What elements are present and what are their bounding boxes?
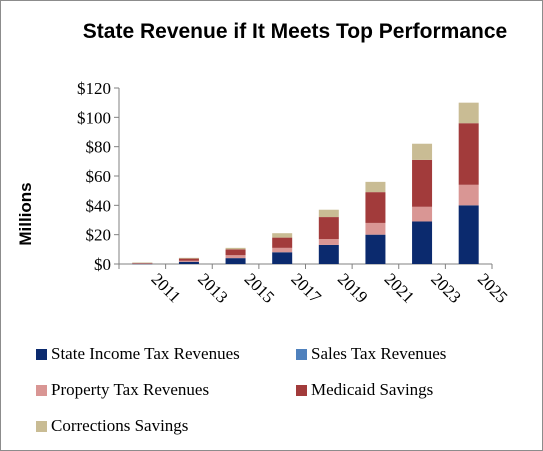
- bar-segment-property-tax-revenues: [458, 184, 479, 206]
- bar-segment-corrections-savings: [272, 233, 293, 238]
- bar-segment-medicaid-savings: [178, 258, 199, 261]
- y-tick-label: $100: [77, 108, 111, 127]
- y-tick-label: $0: [94, 255, 111, 274]
- legend-swatch: [296, 384, 307, 396]
- bar-segment-state-income-tax-revenues: [272, 252, 293, 264]
- chart-title: State Revenue if It Meets Top Performanc…: [82, 20, 508, 43]
- bar-segment-corrections-savings: [318, 209, 339, 218]
- x-tick-label: 2023: [427, 269, 464, 306]
- bar-segment-state-income-tax-revenues: [365, 234, 386, 264]
- legend-item: State Income Tax Revenues: [36, 344, 240, 364]
- bar-segment-medicaid-savings: [365, 192, 386, 223]
- x-tick-label: 2019: [334, 269, 371, 306]
- bar-segment-medicaid-savings: [412, 159, 433, 207]
- x-tick-label: 2013: [194, 269, 231, 306]
- x-tick-label: 2017: [287, 269, 325, 307]
- x-tick-label: 2025: [474, 269, 511, 306]
- bar-segment-corrections-savings: [412, 143, 433, 160]
- legend-item: Corrections Savings: [36, 416, 188, 436]
- bar-segment-corrections-savings: [458, 102, 479, 124]
- bar-segment-state-income-tax-revenues: [225, 258, 246, 264]
- y-tick-label: $20: [86, 226, 112, 245]
- bar-segment-property-tax-revenues: [365, 222, 386, 235]
- bar-segment-property-tax-revenues: [178, 260, 199, 262]
- legend-swatch: [36, 348, 47, 360]
- bar-segment-corrections-savings: [178, 257, 199, 259]
- bar-segment-corrections-savings: [365, 181, 386, 193]
- bar-segment-medicaid-savings: [272, 237, 293, 248]
- bar-segment-state-income-tax-revenues: [318, 244, 339, 264]
- bar-segment-property-tax-revenues: [412, 206, 433, 222]
- bar-segment-property-tax-revenues: [272, 247, 293, 253]
- y-tick-label: $80: [86, 138, 112, 157]
- legend-swatch: [36, 420, 47, 432]
- legend-item: Sales Tax Revenues: [296, 344, 446, 364]
- legend-label: State Income Tax Revenues: [51, 344, 240, 363]
- legend-item: Property Tax Revenues: [36, 380, 209, 400]
- y-tick-label: $120: [77, 79, 111, 98]
- x-tick-label: 2021: [381, 269, 418, 306]
- bar-segment-medicaid-savings: [318, 217, 339, 240]
- bar-segment-medicaid-savings: [225, 249, 246, 256]
- bar-segment-corrections-savings: [132, 262, 153, 264]
- y-axis-title: Millions: [16, 182, 35, 245]
- legend-label: Sales Tax Revenues: [311, 344, 447, 363]
- y-tick-label: $60: [86, 167, 112, 186]
- legend-item: Medicaid Savings: [296, 380, 433, 400]
- legend-label: Property Tax Revenues: [51, 380, 210, 399]
- bar-segment-state-income-tax-revenues: [178, 261, 199, 264]
- x-tick-label: 2011: [147, 269, 184, 306]
- bar-segment-property-tax-revenues: [225, 255, 246, 259]
- bar-segment-state-income-tax-revenues: [458, 205, 479, 264]
- bar-segment-corrections-savings: [225, 247, 246, 250]
- bar-segment-medicaid-savings: [458, 123, 479, 185]
- legend-label: Medicaid Savings: [311, 380, 434, 399]
- x-tick-label: 2015: [241, 269, 278, 306]
- legend-swatch: [36, 384, 47, 396]
- legend-swatch: [296, 348, 307, 360]
- bar-segment-property-tax-revenues: [132, 263, 153, 264]
- legend-label: Corrections Savings: [51, 416, 189, 435]
- bar-segment-property-tax-revenues: [318, 239, 339, 245]
- bar-segment-state-income-tax-revenues: [412, 221, 433, 264]
- y-tick-label: $40: [86, 196, 112, 215]
